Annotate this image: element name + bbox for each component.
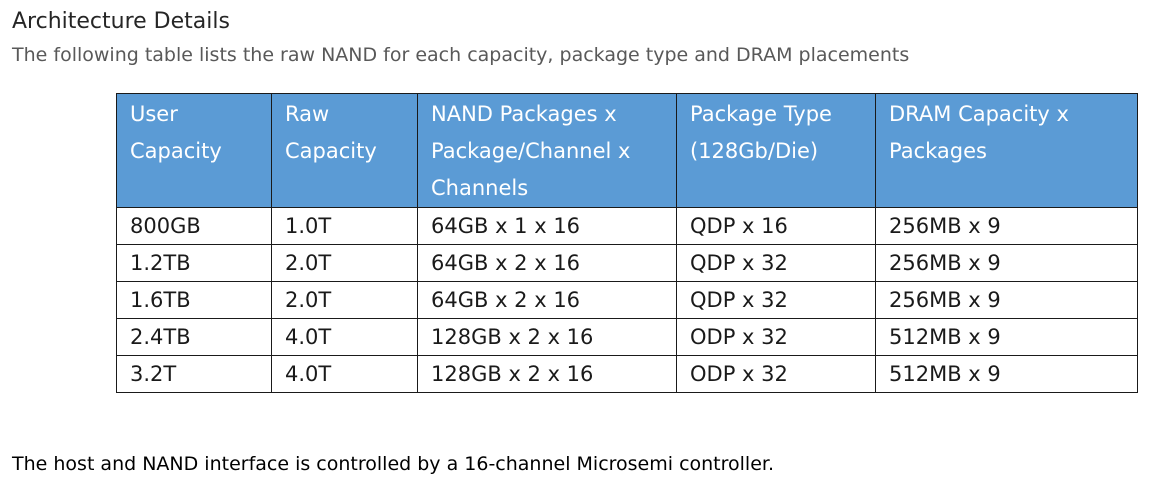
cell-nand-packages: 64GB x 2 x 16: [417, 244, 677, 282]
cell-dram-capacity: 256MB x 9: [875, 244, 1138, 282]
cell-raw-capacity: 4.0T: [271, 355, 418, 393]
cell-nand-packages: 64GB x 1 x 16: [417, 207, 677, 245]
table-row: 800GB 1.0T 64GB x 1 x 16 QDP x 16 256MB …: [116, 207, 1138, 245]
cell-nand-packages: 64GB x 2 x 16: [417, 281, 677, 319]
header-line: User: [130, 102, 178, 126]
header-line: Capacity: [130, 139, 222, 163]
cell-dram-capacity: 512MB x 9: [875, 355, 1138, 393]
table-row: 1.2TB 2.0T 64GB x 2 x 16 QDP x 32 256MB …: [116, 244, 1138, 282]
header-package-type: Package Type (128Gb/Die): [676, 93, 876, 208]
cell-user-capacity: 1.6TB: [116, 281, 272, 319]
header-line: NAND Packages x: [431, 102, 617, 126]
header-line: Package Type: [690, 102, 832, 126]
cell-dram-capacity: 512MB x 9: [875, 318, 1138, 356]
cell-package-type: ODP x 32: [676, 318, 876, 356]
header-nand-packages: NAND Packages x Package/Channel x Channe…: [417, 93, 677, 208]
cell-package-type: QDP x 16: [676, 207, 876, 245]
cell-user-capacity: 800GB: [116, 207, 272, 245]
cell-raw-capacity: 2.0T: [271, 244, 418, 282]
table-row: 3.2T 4.0T 128GB x 2 x 16 ODP x 32 512MB …: [116, 355, 1138, 393]
cell-raw-capacity: 4.0T: [271, 318, 418, 356]
cell-package-type: QDP x 32: [676, 244, 876, 282]
header-line: Raw: [285, 102, 330, 126]
cell-nand-packages: 128GB x 2 x 16: [417, 318, 677, 356]
table-row: 1.6TB 2.0T 64GB x 2 x 16 QDP x 32 256MB …: [116, 281, 1138, 319]
cell-raw-capacity: 1.0T: [271, 207, 418, 245]
cell-package-type: ODP x 32: [676, 355, 876, 393]
header-line: Package/Channel x: [431, 139, 631, 163]
cell-user-capacity: 3.2T: [116, 355, 272, 393]
cell-raw-capacity: 2.0T: [271, 281, 418, 319]
cell-nand-packages: 128GB x 2 x 16: [417, 355, 677, 393]
table-row: 2.4TB 4.0T 128GB x 2 x 16 ODP x 32 512MB…: [116, 318, 1138, 356]
cell-dram-capacity: 256MB x 9: [875, 281, 1138, 319]
header-line: Packages: [889, 139, 987, 163]
header-user-capacity: User Capacity: [116, 93, 272, 208]
table-header-row: User Capacity Raw Capacity NAND Packages…: [116, 93, 1138, 208]
architecture-table: User Capacity Raw Capacity NAND Packages…: [116, 93, 1138, 393]
cell-user-capacity: 2.4TB: [116, 318, 272, 356]
cell-dram-capacity: 256MB x 9: [875, 207, 1138, 245]
header-line: DRAM Capacity x: [889, 102, 1069, 126]
header-raw-capacity: Raw Capacity: [271, 93, 418, 208]
cell-package-type: QDP x 32: [676, 281, 876, 319]
controller-note: The host and NAND interface is controlle…: [12, 453, 775, 475]
header-line: (128Gb/Die): [690, 139, 819, 163]
header-line: Channels: [431, 176, 529, 200]
header-dram-capacity: DRAM Capacity x Packages: [875, 93, 1138, 208]
section-heading: Architecture Details: [12, 9, 230, 34]
cell-user-capacity: 1.2TB: [116, 244, 272, 282]
header-line: Capacity: [285, 139, 377, 163]
section-description: The following table lists the raw NAND f…: [12, 44, 910, 66]
